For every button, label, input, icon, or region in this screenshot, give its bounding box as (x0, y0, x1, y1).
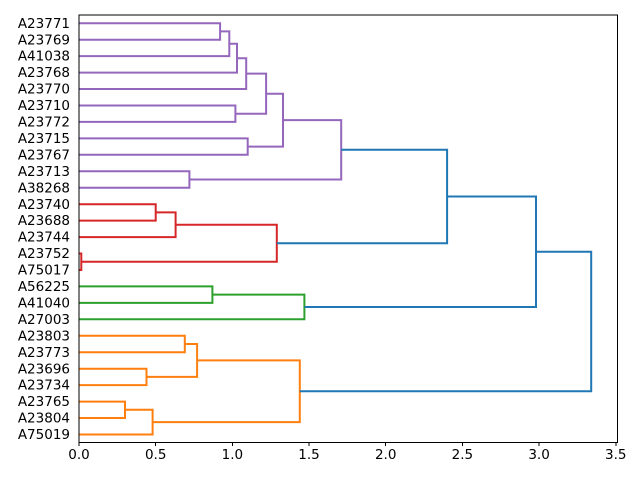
leaf-label: A75019 (18, 427, 70, 443)
leaf-label: A23771 (18, 16, 70, 32)
leaf-label: A23768 (18, 65, 70, 81)
leaf-label: A23765 (18, 394, 70, 410)
leaf-label: A23710 (18, 98, 70, 114)
leaf-label: A41038 (18, 49, 70, 65)
leaf-label: A41040 (18, 295, 70, 311)
leaf-label: A23752 (18, 246, 70, 262)
dendrogram-link-purple (79, 137, 249, 156)
dendrogram-link-orange (79, 367, 148, 387)
dendrogram-link-blue (299, 250, 593, 393)
dendrogram-link-red (81, 223, 278, 263)
dendrogram-link-orange (79, 334, 186, 354)
leaf-label: A23770 (18, 82, 70, 98)
dendrogram-link-red (79, 211, 177, 239)
dendrogram-link-red (79, 203, 157, 222)
leaf-label: A23715 (18, 131, 70, 147)
dendrogram-link-purple (79, 104, 237, 123)
x-tick-label: 1.5 (298, 447, 319, 463)
dendrogram-link-orange (152, 359, 301, 424)
x-tick-label: 3.0 (528, 447, 549, 463)
dendrogram-link-green (79, 293, 306, 321)
leaf-label: A75017 (18, 263, 70, 279)
leaf-label: A23734 (18, 378, 70, 394)
leaf-label: A27003 (18, 312, 70, 328)
x-tick-label: 1.0 (222, 447, 243, 463)
plot-border (78, 14, 618, 444)
dendrogram-link-purple (79, 22, 222, 41)
dendrogram-link-purple (189, 119, 343, 181)
dendrogram-link-blue (304, 195, 537, 308)
leaf-label: A23744 (18, 230, 70, 246)
x-tick-label: 0.5 (145, 447, 166, 463)
x-tick-label: 3.5 (605, 447, 626, 463)
leaf-label: A23803 (18, 328, 70, 344)
leaf-label: A23772 (18, 115, 70, 131)
leaf-label: A23804 (18, 411, 70, 427)
dendrogram-link-purple (79, 30, 231, 58)
dendrogram-link-purple (79, 170, 191, 189)
leaf-label: A23713 (18, 164, 70, 180)
dendrogram-link-purple (79, 42, 238, 74)
leaf-label: A23769 (18, 32, 70, 48)
x-tick-label: 2.0 (375, 447, 396, 463)
x-tick-label: 2.5 (452, 447, 473, 463)
leaf-label: A23740 (18, 197, 70, 213)
leaf-label: A56225 (18, 279, 70, 295)
leaf-label: A23773 (18, 345, 70, 361)
dendrogram-link-orange (79, 408, 154, 436)
dendrogram-link-purple (235, 72, 268, 115)
dendrogram-link-orange (79, 400, 126, 419)
leaf-label: A38268 (18, 180, 70, 196)
dendrogram-link-orange (146, 343, 199, 378)
dendrogram-link-green (79, 285, 214, 304)
x-tick-label: 0.0 (68, 447, 89, 463)
dendrogram-link-blue (276, 148, 449, 245)
leaf-label: A23767 (18, 147, 70, 163)
leaf-label: A23696 (18, 361, 70, 377)
leaf-label: A23688 (18, 213, 70, 229)
